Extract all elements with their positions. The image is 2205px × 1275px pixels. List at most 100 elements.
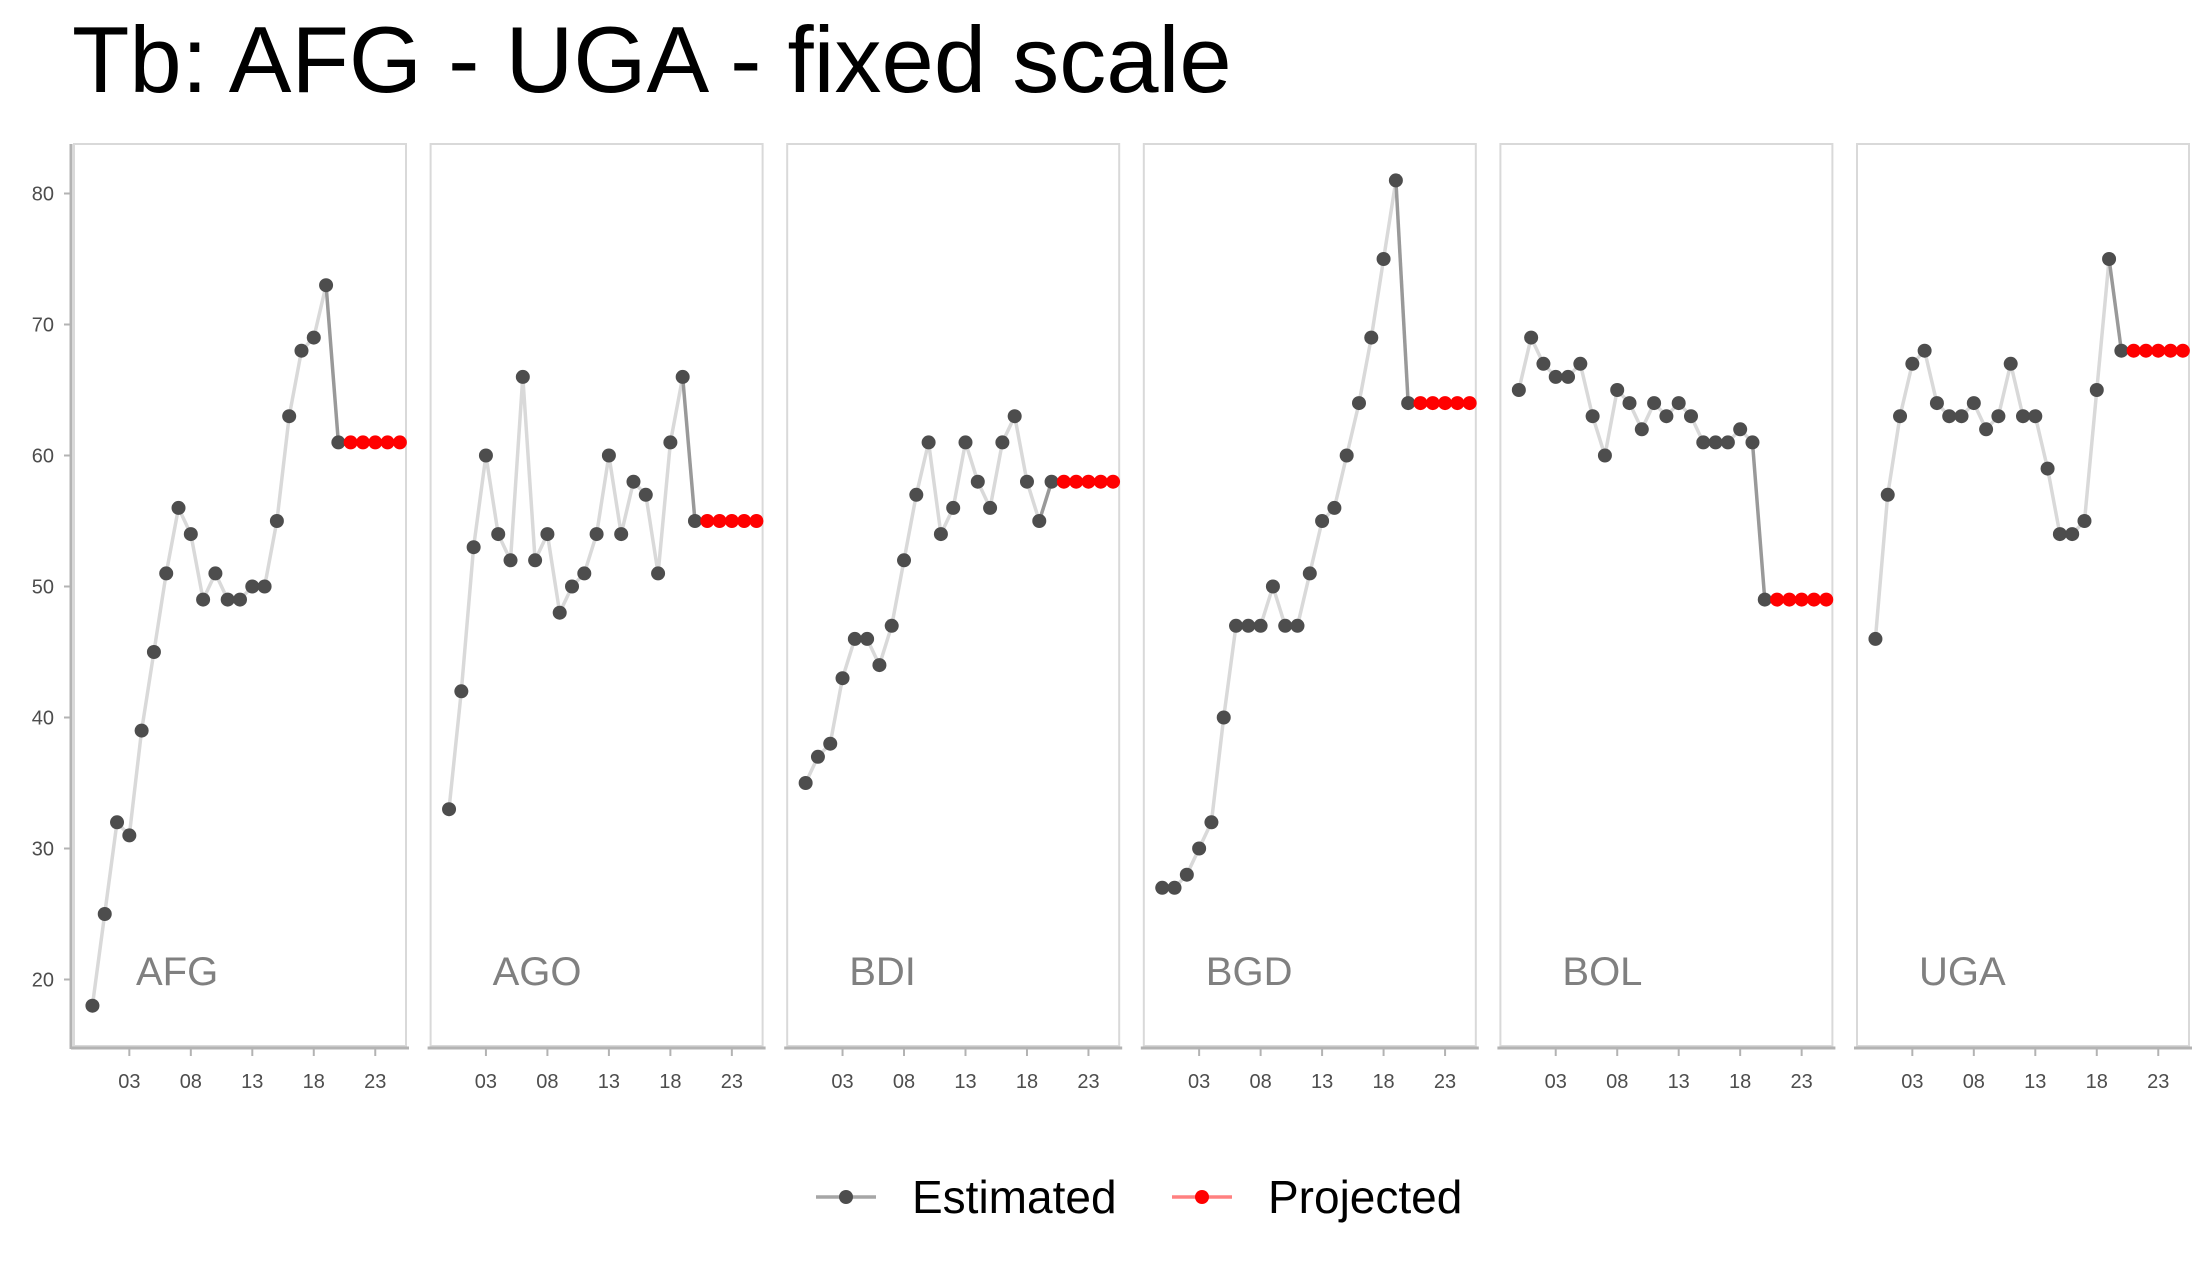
estimated-point	[159, 566, 174, 581]
projected-point	[1106, 474, 1121, 489]
estimated-point	[897, 553, 912, 568]
projected-point	[1794, 592, 1809, 607]
estimated-point	[478, 448, 493, 463]
estimated-point	[1229, 618, 1244, 633]
estimated-point	[2077, 514, 2092, 528]
estimated-point	[97, 907, 112, 921]
projected-point	[368, 435, 383, 450]
legend-projected-point	[1195, 1190, 1209, 1204]
estimated-point	[1634, 422, 1649, 437]
estimated-point	[552, 605, 567, 620]
estimated-point	[442, 802, 457, 817]
connector-line	[1394, 180, 1410, 404]
projected-point	[355, 435, 370, 450]
projected-point	[2163, 343, 2178, 358]
projected-point	[1069, 474, 1084, 489]
estimated-point	[2028, 409, 2043, 424]
estimated-point	[1745, 435, 1760, 450]
estimated-point	[1253, 618, 1268, 633]
estimated-point	[1290, 618, 1305, 633]
estimated-point	[1622, 396, 1637, 411]
estimated-point	[1868, 631, 1883, 646]
estimated-point	[2114, 343, 2129, 358]
x-tick-label: 08	[180, 1071, 202, 1093]
x-tick-label: 13	[954, 1071, 976, 1093]
estimated-point	[1327, 500, 1342, 515]
projected-point	[343, 435, 358, 450]
estimated-point	[1032, 514, 1047, 528]
estimated-point	[687, 514, 702, 528]
x-tick-label: 18	[659, 1071, 681, 1093]
estimated-point	[110, 815, 125, 830]
x-tick-label: 23	[2147, 1071, 2169, 1093]
estimated-line	[1873, 258, 2111, 640]
estimated-point	[1991, 409, 2006, 424]
projected-point	[700, 514, 715, 528]
panel-border	[1499, 143, 1834, 1047]
x-tick-label: 23	[364, 1071, 386, 1093]
estimated-point	[970, 474, 985, 489]
x-tick-label: 18	[1372, 1071, 1394, 1093]
estimated-point	[1880, 487, 1895, 502]
estimated-point	[1536, 356, 1551, 371]
projected-point	[1770, 592, 1785, 607]
panel-border	[786, 143, 1121, 1047]
estimated-point	[798, 776, 813, 790]
estimated-point	[1954, 409, 1969, 424]
estimated-point	[823, 736, 838, 751]
y-tick-label: 80	[32, 184, 54, 206]
x-tick-label: 23	[1791, 1071, 1813, 1093]
projected-point	[2175, 343, 2190, 358]
panel-border	[73, 143, 407, 1047]
y-tick-label: 70	[32, 315, 54, 337]
panel-ago: 03 08 13 18 23 AGO	[427, 143, 766, 1093]
estimated-point	[1659, 409, 1674, 424]
estimated-point	[1167, 880, 1182, 895]
estimated-point	[921, 435, 936, 450]
estimated-point	[2040, 461, 2055, 476]
estimated-point	[958, 435, 973, 450]
estimated-point	[847, 631, 862, 646]
legend-projected-label: Projected	[1268, 1171, 1462, 1223]
estimated-point	[1511, 383, 1526, 397]
estimated-point	[933, 527, 948, 542]
panel-border	[1856, 143, 2190, 1047]
estimated-point	[1524, 330, 1539, 345]
projected-point	[712, 514, 727, 528]
estimated-point	[1966, 396, 1981, 411]
estimated-point	[1561, 369, 1576, 384]
estimated-point	[1893, 409, 1908, 424]
estimated-point	[294, 343, 309, 358]
y-tick-label: 40	[32, 708, 54, 730]
panel-border	[1142, 143, 1477, 1047]
panel-border	[429, 143, 764, 1047]
x-tick-label: 23	[721, 1071, 743, 1093]
projected-point	[1819, 592, 1834, 607]
estimated-point	[577, 566, 592, 581]
estimated-point	[257, 579, 272, 594]
estimated-point	[1364, 330, 1379, 345]
estimated-point	[233, 592, 247, 607]
estimated-point	[171, 500, 186, 515]
x-tick-label: 08	[1606, 1071, 1628, 1093]
legend: Estimated Projected	[816, 1171, 1462, 1223]
projected-point	[1413, 396, 1428, 411]
estimated-point	[860, 631, 875, 646]
projected-point	[380, 435, 395, 450]
estimated-point	[601, 448, 616, 463]
estimated-point	[1548, 369, 1563, 384]
estimated-point	[1278, 618, 1293, 633]
estimated-point	[269, 514, 284, 528]
estimated-point	[245, 579, 260, 594]
estimated-point	[1204, 815, 1219, 830]
connector-line	[680, 376, 697, 522]
projected-point	[1462, 396, 1477, 411]
projected-point	[1081, 474, 1096, 489]
x-tick-label: 13	[1668, 1071, 1690, 1093]
x-tick-label: 03	[118, 1071, 140, 1093]
projected-point	[2151, 343, 2166, 358]
x-tick-label: 03	[1545, 1071, 1567, 1093]
estimated-point	[282, 409, 297, 424]
estimated-point	[1339, 448, 1354, 463]
